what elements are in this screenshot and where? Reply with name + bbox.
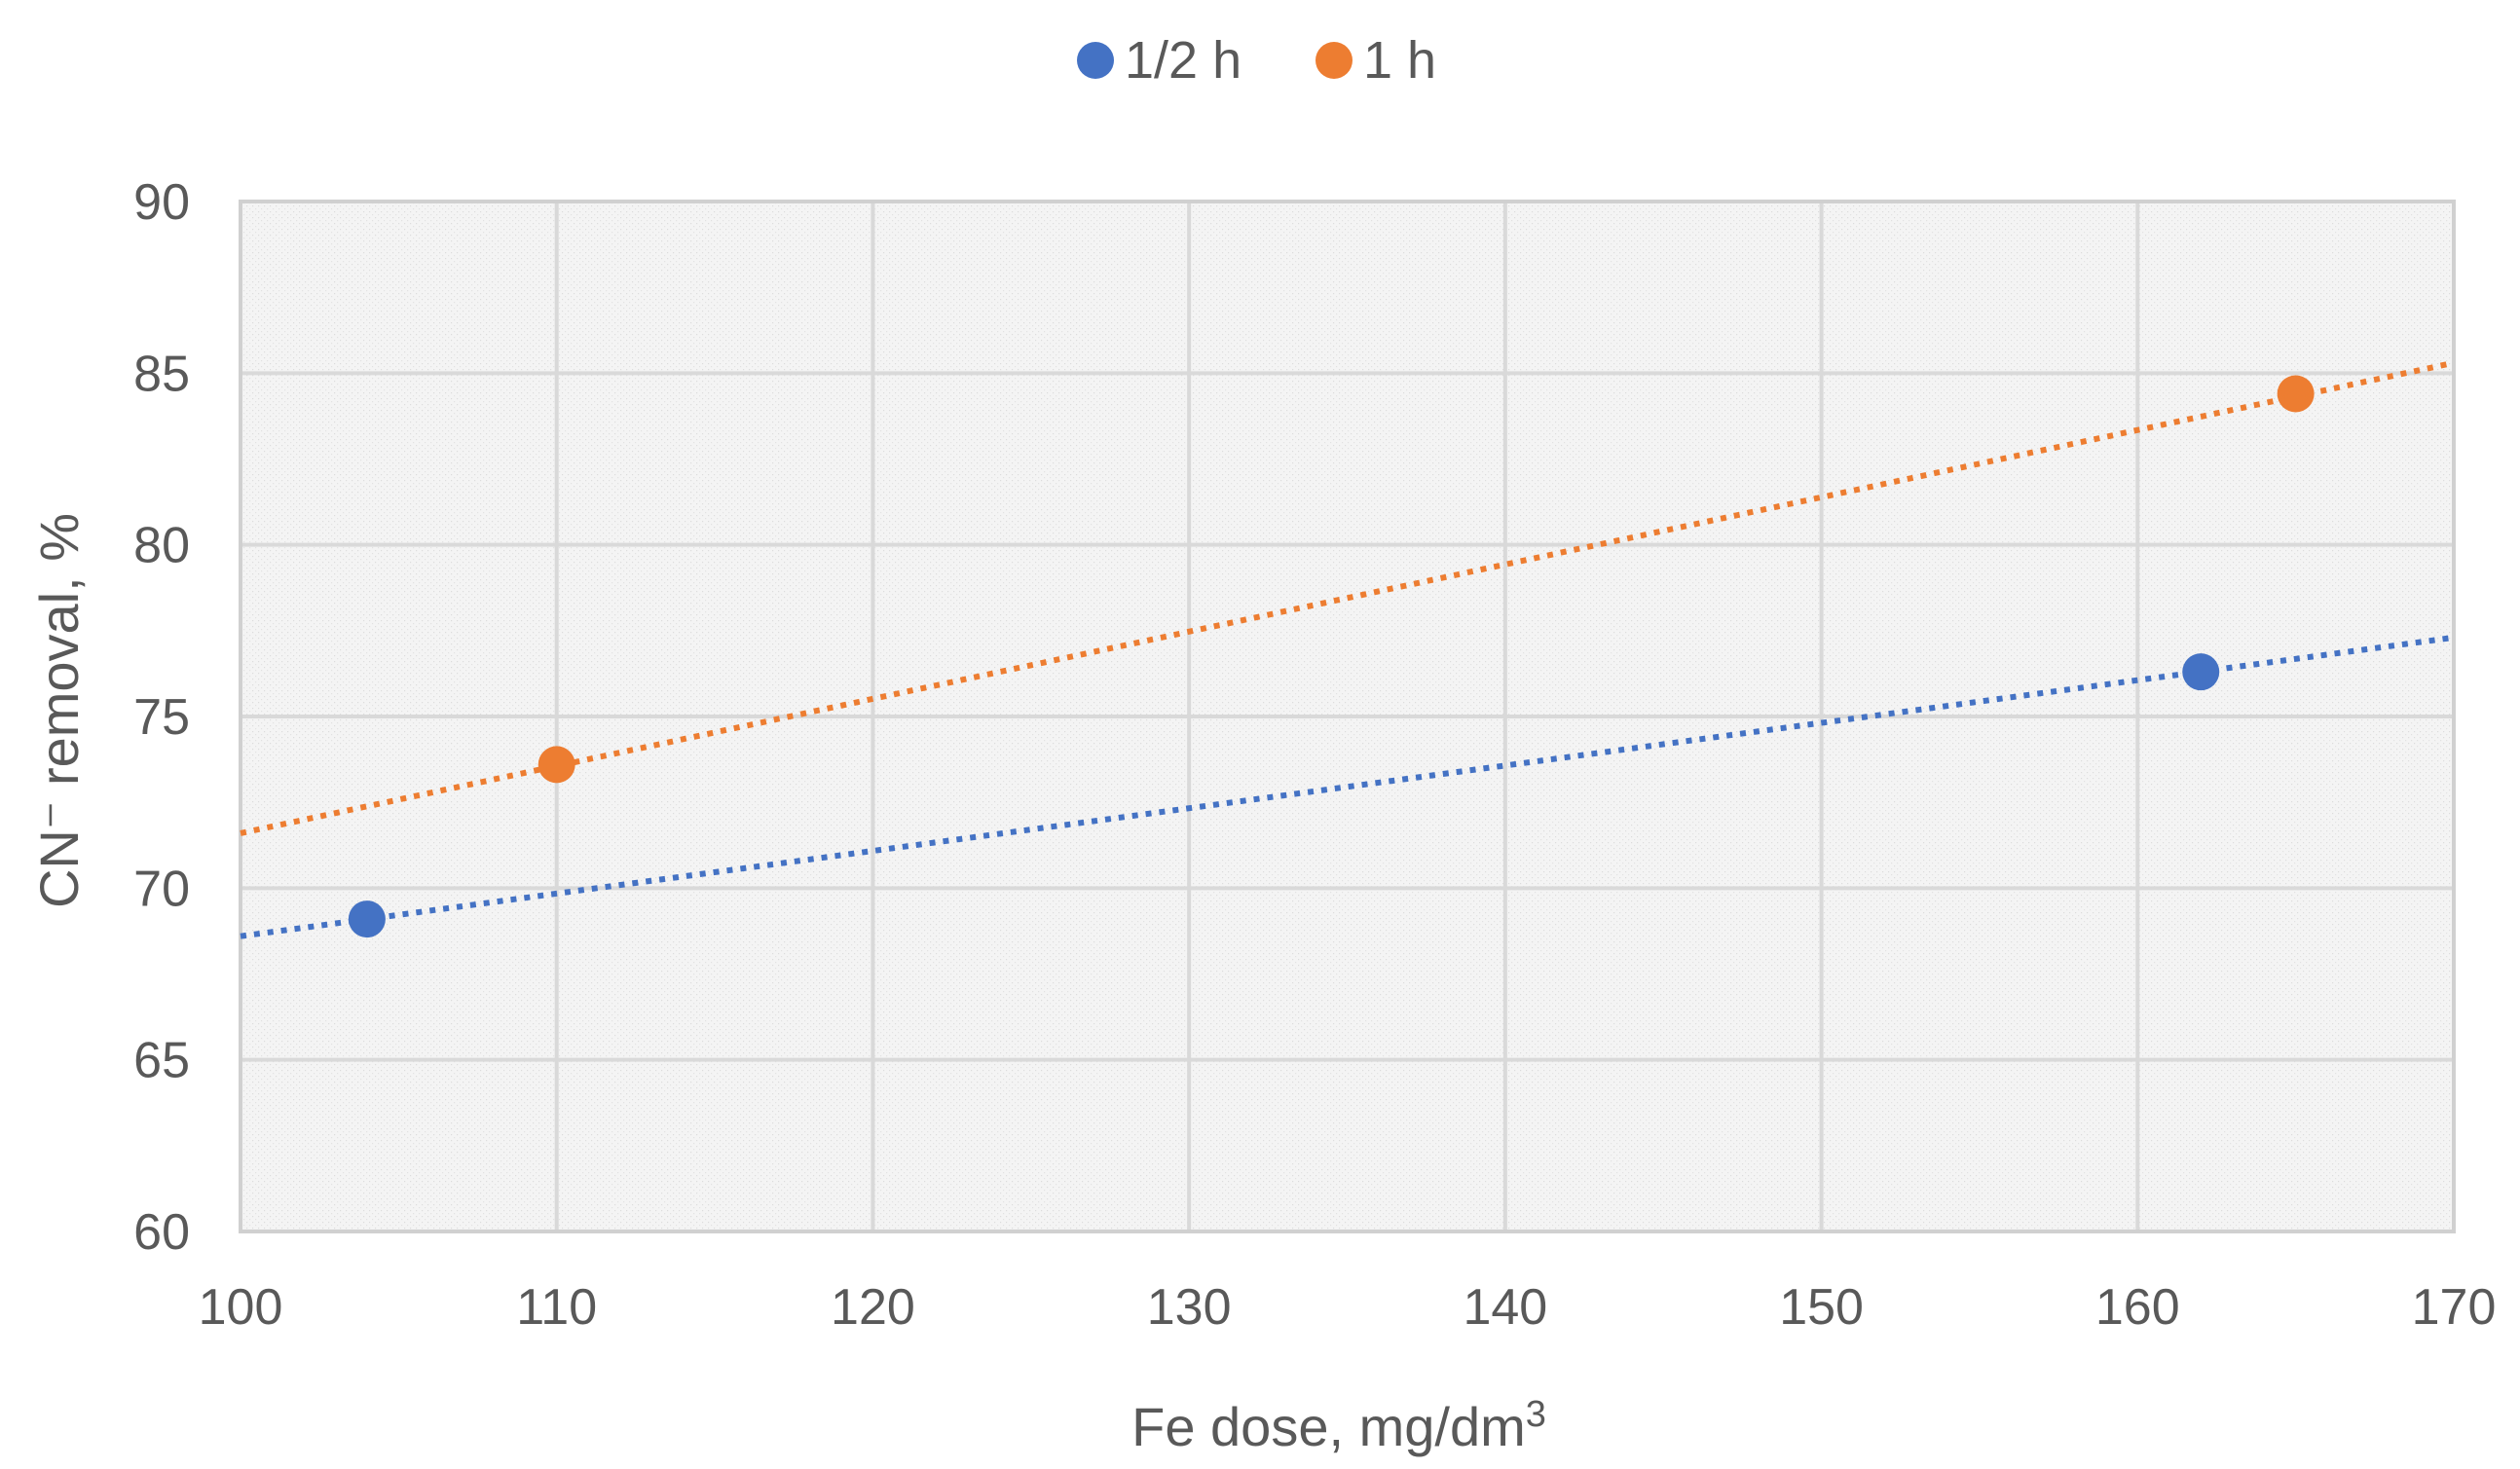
x-tick-label: 170 [2412,1279,2497,1336]
y-tick-labels: 60 65 70 75 80 85 90 [133,174,190,1261]
trendline-2 [240,359,2455,836]
data-point-series-2 [537,746,575,784]
legend: 1/2 h 1 h [1077,31,1436,90]
y-tick-label: 70 [133,861,190,917]
data-point-series-1 [348,900,386,938]
grid [239,200,2456,1233]
y-tick-label: 80 [133,518,190,574]
plot-border [239,200,2456,1233]
x-tick-label: 100 [199,1279,283,1336]
x-axis-label: Fe dose, mg/dm3 [1131,1394,1546,1457]
data-points [348,375,2315,938]
trendlines [240,359,2455,939]
y-tick-label: 65 [133,1033,190,1089]
y-tick-label: 85 [133,346,190,402]
x-tick-label: 110 [516,1279,597,1336]
x-tick-labels: 100 110 120 130 140 150 160 170 [199,1279,2497,1336]
y-tick-label: 60 [133,1204,190,1261]
legend-label-2: 1 h [1363,31,1436,90]
legend-marker-1 [1077,42,1114,79]
data-point-series-2 [2277,375,2315,413]
legend-marker-2 [1316,42,1353,79]
trendline-1 [240,634,2455,939]
x-tick-label: 160 [2095,1279,2180,1336]
legend-label-1: 1/2 h [1125,31,1241,90]
x-tick-label: 150 [1779,1279,1864,1336]
data-point-series-1 [2182,653,2220,691]
y-axis-label: CN⁻ removal, % [28,513,90,908]
y-tick-label: 75 [133,689,190,746]
x-tick-label: 130 [1147,1279,1232,1336]
x-tick-label: 140 [1463,1279,1547,1336]
x-tick-label: 120 [831,1279,915,1336]
y-tick-label: 90 [133,174,190,231]
